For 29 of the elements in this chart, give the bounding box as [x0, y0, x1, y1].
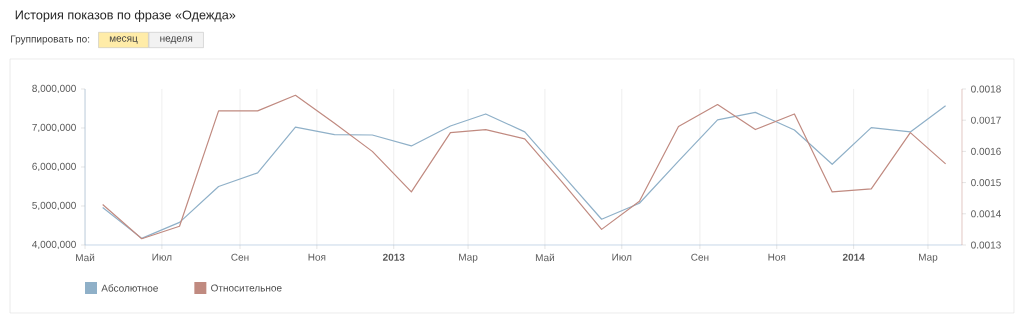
x-tick-label: 2014 — [842, 253, 865, 261]
x-tick-label: Сен — [231, 253, 249, 261]
x-tick-label: Сен — [691, 253, 709, 261]
x-tick-label: Ноя — [768, 253, 786, 261]
x-tick-label: 2013 — [382, 253, 405, 261]
text: месяц — [109, 36, 138, 44]
x-tick-label: Ноя — [308, 253, 326, 261]
y2-tick-label: 0.0014 — [971, 210, 1001, 218]
y-tick-label: 8,000,000 — [32, 84, 76, 94]
y2-tick-label: 0.0015 — [971, 179, 1001, 187]
y-tick-label: 5,000,000 — [32, 201, 76, 211]
x-tick-label: Июл — [612, 253, 632, 261]
y2-tick-label: 0.0017 — [971, 116, 1001, 124]
x-tick-label: Май — [76, 253, 95, 262]
y2-tick-label: 0.0013 — [971, 241, 1001, 249]
chart-title: История показов по фразе «Одежда» — [15, 10, 236, 22]
y-tick-label: 4,000,000 — [32, 240, 76, 250]
x-tick-label: Май — [535, 253, 555, 262]
text: неделя — [160, 36, 193, 44]
legend-label: Относительное — [211, 284, 282, 292]
x-tick-label: Мар — [459, 253, 478, 263]
y2-tick-label: 0.0016 — [971, 147, 1001, 155]
text: Группировать по: — [11, 35, 90, 45]
y2-tick-label: 0.0018 — [971, 85, 1001, 93]
y-tick-label: 6,000,000 — [32, 162, 76, 172]
x-tick-label: Июл — [152, 253, 172, 261]
y-tick-label: 7,000,000 — [32, 123, 76, 133]
x-tick-label: Мар — [919, 253, 938, 263]
legend-label: Абсолютное — [101, 284, 158, 292]
